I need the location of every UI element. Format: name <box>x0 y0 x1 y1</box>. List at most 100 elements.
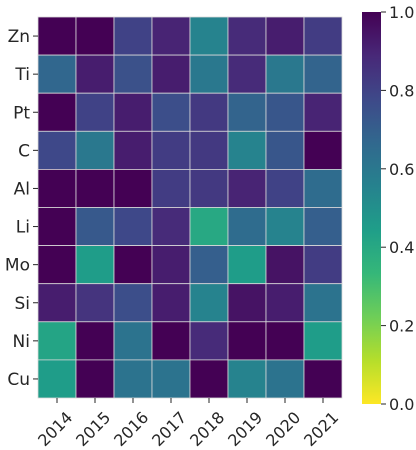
heatmap-cell-al-2020 <box>265 168 305 208</box>
y-tick-label-zn: Zn <box>8 27 30 47</box>
heatmap-cell-pt-2018 <box>189 92 229 132</box>
heatmap-cell-ti-2016 <box>113 54 153 94</box>
heatmap-cell-ti-2020 <box>265 54 305 94</box>
heatmap-cell-mo-2021 <box>303 245 343 285</box>
heatmap-cell-ti-2019 <box>227 54 267 94</box>
heatmap-cell-cu-2017 <box>151 359 191 399</box>
heatmap-cell-zn-2016 <box>113 16 153 56</box>
y-tick-labels: Zn Ti Pt C Al Li Mo Si Ni Cu <box>5 27 38 390</box>
heatmap-cell-si-2018 <box>189 283 229 323</box>
heatmap-cell-mo-2020 <box>265 245 305 285</box>
colorbar-tick-label-0.6: 0.6 <box>389 160 414 179</box>
heatmap-cell-cu-2018 <box>189 359 229 399</box>
heatmap-cell-al-2019 <box>227 168 267 208</box>
heatmap-cell-c-2017 <box>151 130 191 170</box>
heatmap-cell-al-2016 <box>113 168 153 208</box>
x-tick-label-2018: 2018 <box>186 408 228 450</box>
heatmap-cell-al-2018 <box>189 168 229 208</box>
heatmap-cell-ni-2015 <box>75 321 115 361</box>
heatmap-cell-zn-2015 <box>75 16 115 56</box>
y-tick-label-ti: Ti <box>14 65 30 85</box>
heatmap-cell-al-2021 <box>303 168 343 208</box>
heatmap-cell-zn-2017 <box>151 16 191 56</box>
heatmap-cell-al-2015 <box>75 168 115 208</box>
heatmap-cell-li-2014 <box>37 207 77 246</box>
heatmap-cell-cu-2016 <box>113 359 153 399</box>
heatmap-cell-li-2020 <box>265 207 305 246</box>
x-tick-label-2017: 2017 <box>148 408 190 450</box>
heatmap-cell-ti-2015 <box>75 54 115 94</box>
y-tick-label-mo: Mo <box>5 256 30 276</box>
heatmap-cell-c-2016 <box>113 130 153 170</box>
colorbar-tick-label-0.4: 0.4 <box>389 238 414 257</box>
colorbar-gradient <box>362 12 381 404</box>
heatmap-cell-zn-2020 <box>265 16 305 56</box>
heatmap-cell-cu-2015 <box>75 359 115 399</box>
x-tick-label-2016: 2016 <box>110 408 152 450</box>
heatmap-cell-pt-2015 <box>75 92 115 132</box>
x-tick-label-2015: 2015 <box>72 408 114 450</box>
heatmap-cell-si-2019 <box>227 283 267 323</box>
heatmap-cell-mo-2014 <box>37 245 77 285</box>
heatmap-cell-ni-2016 <box>113 321 153 361</box>
heatmap-cell-li-2018 <box>189 207 229 246</box>
heatmap-cell-li-2015 <box>75 207 115 246</box>
y-tick-label-al: Al <box>14 179 30 199</box>
heatmap-cell-ni-2019 <box>227 321 267 361</box>
heatmap-cell-pt-2020 <box>265 92 305 132</box>
heatmap-cell-pt-2019 <box>227 92 267 132</box>
heatmap-cell-c-2021 <box>303 130 343 170</box>
colorbar: 0.0 0.2 0.4 0.6 0.8 1.0 <box>362 3 414 414</box>
heatmap-cell-mo-2018 <box>189 245 229 285</box>
heatmap-cell-mo-2016 <box>113 245 153 285</box>
heatmap-cell-c-2014 <box>37 130 77 170</box>
heatmap-cell-pt-2016 <box>113 92 153 132</box>
heatmap-cell-si-2020 <box>265 283 305 323</box>
heatmap-cell-si-2021 <box>303 283 343 323</box>
heatmap-cell-li-2016 <box>113 207 153 246</box>
heatmap-cell-zn-2019 <box>227 16 267 56</box>
y-tick-label-c: C <box>18 141 30 161</box>
heatmap-cell-ni-2020 <box>265 321 305 361</box>
heatmap-cell-pt-2021 <box>303 92 343 132</box>
heatmap-cell-c-2018 <box>189 130 229 170</box>
colorbar-tick-label-0.2: 0.2 <box>389 317 414 336</box>
heatmap-cell-c-2019 <box>227 130 267 170</box>
heatmap-cells <box>37 16 343 399</box>
heatmap-cell-cu-2014 <box>37 359 77 399</box>
heatmap-cell-pt-2014 <box>37 92 77 132</box>
heatmap-cell-zn-2014 <box>37 16 77 56</box>
heatmap-cell-ni-2017 <box>151 321 191 361</box>
heatmap-cell-al-2014 <box>37 168 77 208</box>
heatmap-cell-zn-2021 <box>303 16 343 56</box>
heatmap-cell-li-2019 <box>227 207 267 246</box>
y-tick-label-ni: Ni <box>13 332 30 352</box>
y-tick-label-cu: Cu <box>7 370 30 390</box>
heatmap-cell-mo-2019 <box>227 245 267 285</box>
heatmap-cell-si-2015 <box>75 283 115 323</box>
heatmap-cell-c-2015 <box>75 130 115 170</box>
heatmap-cell-c-2020 <box>265 130 305 170</box>
heatmap-cell-ti-2021 <box>303 54 343 94</box>
heatmap-cell-mo-2017 <box>151 245 191 285</box>
y-tick-label-si: Si <box>14 294 30 314</box>
heatmap-cell-cu-2019 <box>227 359 267 399</box>
heatmap-cell-al-2017 <box>151 168 191 208</box>
heatmap-cell-si-2016 <box>113 283 153 323</box>
colorbar-tick-label-1.0: 1.0 <box>389 3 414 22</box>
heatmap-cell-cu-2020 <box>265 359 305 399</box>
y-tick-label-li: Li <box>16 218 30 238</box>
y-tick-label-pt: Pt <box>13 103 30 123</box>
heatmap-cell-si-2017 <box>151 283 191 323</box>
heatmap-cell-ti-2017 <box>151 54 191 94</box>
x-tick-label-2014: 2014 <box>34 408 76 450</box>
x-tick-label-2021: 2021 <box>300 408 342 450</box>
heatmap-cell-ti-2018 <box>189 54 229 94</box>
x-tick-label-2020: 2020 <box>262 408 304 450</box>
colorbar-tick-label-0.0: 0.0 <box>389 395 414 414</box>
heatmap-cell-li-2021 <box>303 207 343 246</box>
heatmap-cell-pt-2017 <box>151 92 191 132</box>
x-tick-label-2019: 2019 <box>224 408 266 450</box>
